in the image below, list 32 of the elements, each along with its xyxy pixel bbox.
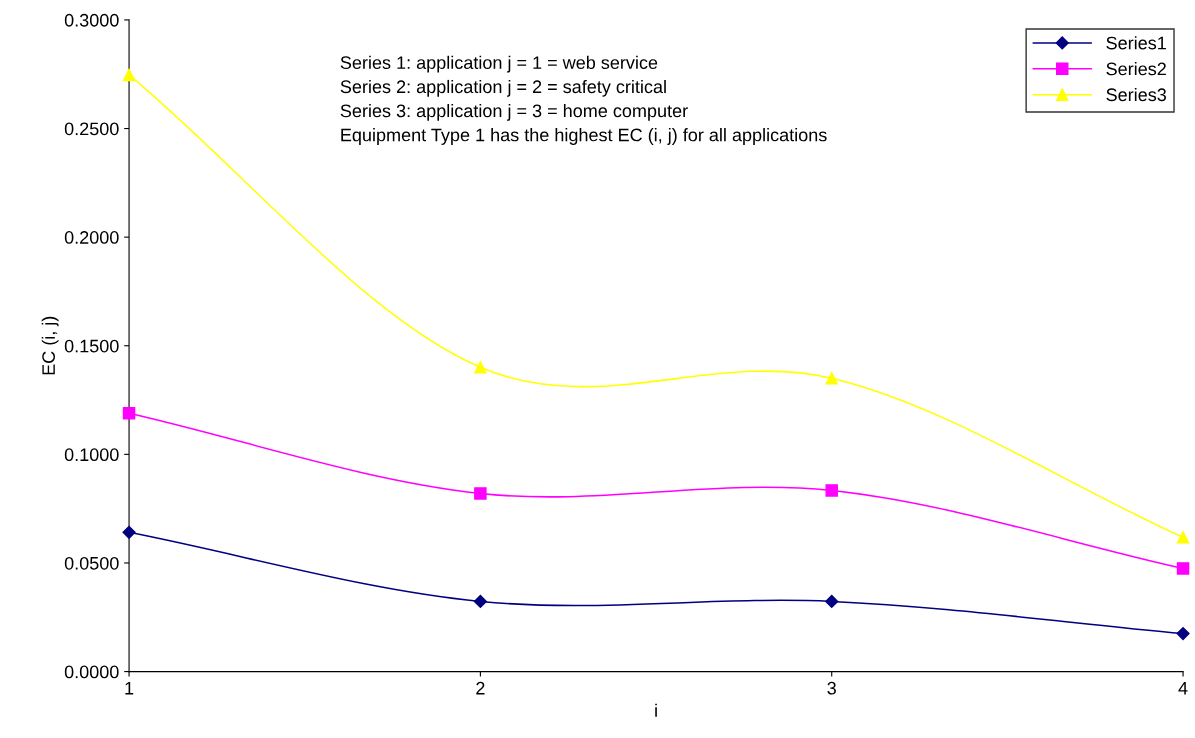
y-tick-label: 0.2500 xyxy=(64,122,119,136)
point xyxy=(1176,626,1190,641)
point xyxy=(122,68,136,82)
x-axis-title: i xyxy=(655,703,657,717)
y-tick-label: 0.1500 xyxy=(64,339,119,353)
legend-label: Series1 xyxy=(1106,36,1166,50)
y-tick-label: 0.2000 xyxy=(64,231,119,244)
y-tick-label: 0.0500 xyxy=(64,556,119,570)
point xyxy=(1176,531,1190,544)
point xyxy=(473,594,487,609)
y-tick-label: 0.3000 xyxy=(64,13,119,27)
annotation: Series 3: application j = 3 = home computer xyxy=(340,103,688,121)
y-tick-label: 0.1000 xyxy=(64,448,119,462)
point xyxy=(122,525,136,539)
point xyxy=(825,484,838,497)
legend-label: Series2 xyxy=(1106,62,1166,76)
point xyxy=(825,372,838,385)
annotation: Series 1: application j = 1 = web service xyxy=(340,55,658,73)
legend-label: Series3 xyxy=(1106,87,1167,102)
point xyxy=(122,407,136,420)
y-tick-label: 0.0000 xyxy=(64,665,119,679)
x-tick-label: 2 xyxy=(476,681,485,695)
annotation: Series 2: application j = 2 = safety critical xyxy=(340,79,666,97)
point xyxy=(825,594,839,609)
x-tick-label: 1 xyxy=(125,681,134,695)
point xyxy=(1176,562,1190,575)
point xyxy=(474,487,487,500)
point xyxy=(474,361,487,374)
x-tick-label: 3 xyxy=(827,681,836,695)
x-tick-label: 4 xyxy=(1178,681,1188,695)
annotation: Equipment Type 1 has the highest EC (i, j) for all applications xyxy=(341,128,827,145)
y-axis-title: EC (i, j) xyxy=(41,316,59,375)
